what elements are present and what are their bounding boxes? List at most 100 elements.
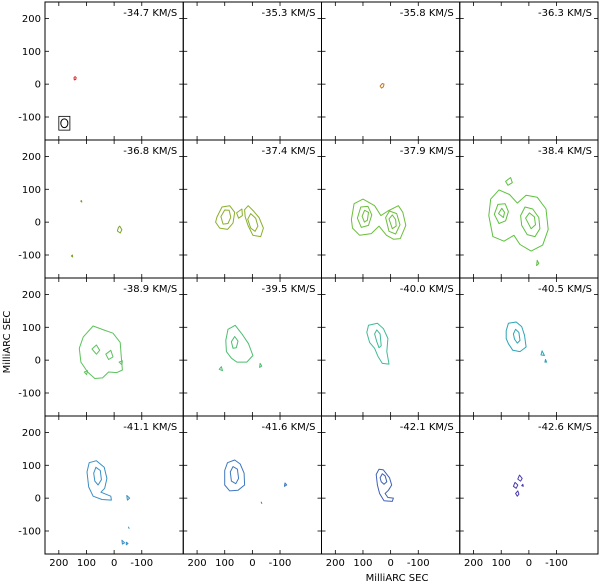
contour-line [540,350,545,356]
contour-line [220,209,232,225]
velocity-label: -35.3 KM/S [262,8,316,19]
contour-line [260,501,263,504]
contour-line [86,460,112,501]
contour-line [385,210,401,235]
contour-line [78,325,123,379]
panel-frame [321,277,461,417]
panel-frame [182,1,322,141]
y-tick-label: 200 [22,14,41,25]
velocity-label: -34.7 KM/S [123,8,177,19]
axis-tick-labels: 200 100 0 -100 200 100 0 -100 200 100 0 -100 200 100 0… [18,14,568,569]
velocity-label: -35.8 KM/S [400,8,454,19]
panel-frame [459,139,599,279]
contour-line [73,76,77,81]
y-tick-label: 200 [22,428,41,439]
panel-frame [459,277,599,417]
panel-frame [182,415,322,555]
channel-panel: -38.9 KM/S [44,277,184,417]
contour-line [225,324,254,363]
contour-line [224,459,246,492]
contour-line [361,209,369,223]
contour-line [259,362,263,368]
channel-map-panels: -34.7 KM/S -35.3 KM/S -35.8 KM/S -36.3 KM/S… [44,1,599,555]
contour-line [218,366,223,372]
y-tick-label: 100 [22,323,41,334]
y-tick-label: -100 [18,527,41,538]
y-tick-label: 0 [35,356,41,367]
contour-line [493,203,509,224]
y-tick-label: -100 [18,389,41,400]
x-tick-label: 0 [526,558,532,569]
channel-panel: -37.9 KM/S [321,139,461,279]
velocity-label: -37.4 KM/S [262,146,316,157]
channel-panel: -42.1 KM/S [321,415,461,555]
beam-ellipse [60,118,69,129]
y-tick-label: 0 [35,494,41,505]
x-tick-label: -100 [130,558,153,569]
contour-line [116,225,123,234]
channel-panel: -35.8 KM/S [321,1,461,141]
x-tick-label: -100 [407,558,430,569]
velocity-label: -38.9 KM/S [123,284,177,295]
contour-line [70,254,74,258]
beam-box [58,115,71,131]
contour-line [229,466,240,485]
contour-line [379,473,388,485]
contour-line [126,495,131,501]
contour-line [247,213,259,232]
contour-line [520,206,541,238]
panel-frame [44,415,184,555]
contour-line [80,200,83,203]
contour-line [505,177,513,186]
x-axis-title: MilliARC SEC [366,573,429,584]
panel-frame [459,1,599,141]
velocity-label: -41.1 KM/S [123,422,177,433]
contour-line [515,490,520,497]
contour-line [375,468,394,502]
x-tick-label: 100 [215,558,234,569]
x-tick-label: -100 [545,558,568,569]
y-tick-label: 0 [35,80,41,91]
y-tick-label: 100 [22,185,41,196]
contour-line [121,539,126,545]
velocity-label: -40.0 KM/S [400,284,454,295]
x-tick-label: 200 [49,558,68,569]
x-tick-label: 0 [387,558,393,569]
contour-line [521,483,524,487]
panel-frame [182,277,322,417]
x-tick-label: 100 [353,558,372,569]
channel-panel: -35.3 KM/S [182,1,322,141]
velocity-label: -42.1 KM/S [400,422,454,433]
contour-line [379,83,385,89]
channel-panel: -34.7 KM/S [44,1,184,141]
channel-panel: -42.6 KM/S [459,415,599,555]
contour-line [244,205,264,238]
velocity-label: -36.3 KM/S [538,8,592,19]
y-tick-label: -100 [18,113,41,124]
contour-line [230,336,239,349]
y-tick-label: 0 [35,218,41,229]
contour-line [105,349,114,360]
panel-frame [459,415,599,555]
contour-line [505,321,527,353]
channel-panel: -41.1 KM/S [44,415,184,555]
contour-line [536,259,540,266]
velocity-label: -38.4 KM/S [538,146,592,157]
x-tick-label: -100 [269,558,292,569]
channel-panel: -40.0 KM/S [321,277,461,417]
contour-line [488,189,549,252]
y-axis-title: MilliARC SEC [2,311,13,374]
contour-line [366,322,390,365]
velocity-label: -39.5 KM/S [262,284,316,295]
panel-frame [321,139,461,279]
contour-line [525,212,536,230]
channel-panel: -36.8 KM/S [44,139,184,279]
channel-panel: -37.4 KM/S [182,139,322,279]
x-tick-label: 200 [464,558,483,569]
channel-panel: -40.5 KM/S [459,277,599,417]
panel-frame [182,139,322,279]
y-tick-label: 100 [22,461,41,472]
contour-line [83,370,89,376]
contour-line [498,207,505,218]
